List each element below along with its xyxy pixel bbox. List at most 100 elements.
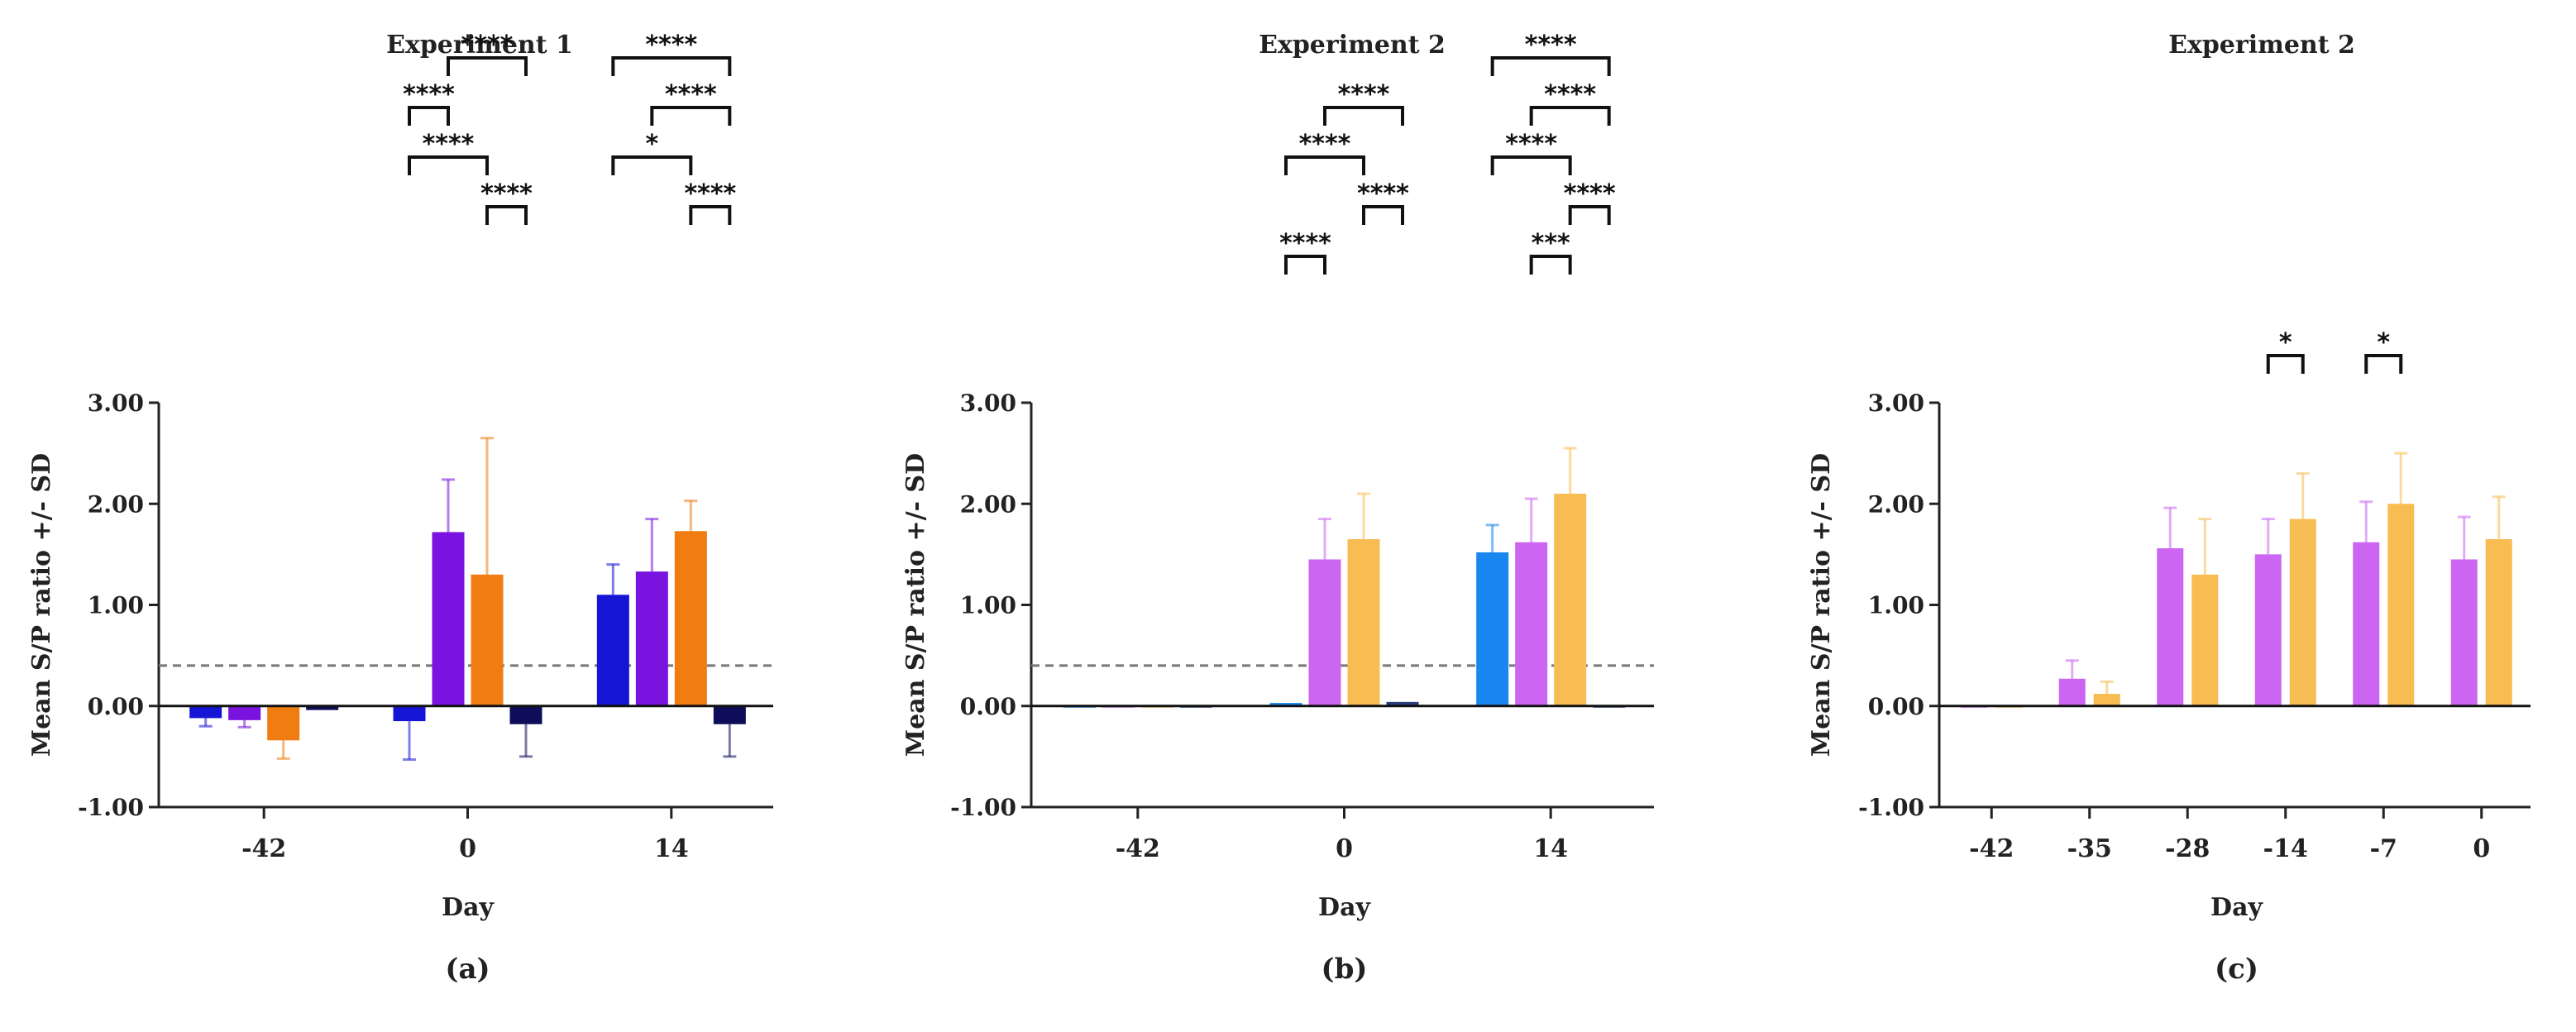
significance-label: *** bbox=[1532, 229, 1570, 258]
bar bbox=[267, 705, 300, 741]
y-axis-label: Mean S/P ratio +/- SD bbox=[1807, 453, 1836, 757]
x-axis-label: Day bbox=[2210, 893, 2263, 922]
x-tick-label: -35 bbox=[2067, 834, 2112, 863]
y-tick-label: -1.00 bbox=[78, 794, 144, 821]
significance-label: **** bbox=[1544, 80, 1596, 109]
significance-bracket bbox=[1323, 106, 1404, 126]
significance-bracket bbox=[1490, 155, 1572, 175]
y-tick-label: 2.00 bbox=[88, 490, 144, 518]
significance-label: **** bbox=[461, 31, 514, 60]
significance-bracket bbox=[689, 205, 732, 225]
panel-a: Experiment 1 -1.00 0.00 1.00 2.00 3.00 Mean S/… bbox=[27, 31, 773, 986]
y-tick-label: 0.00 bbox=[88, 693, 144, 720]
chart-title: Experiment 2 bbox=[2168, 31, 2355, 60]
x-axis-label: Day bbox=[442, 893, 495, 922]
bar bbox=[1269, 703, 1302, 706]
bar bbox=[2254, 554, 2282, 706]
panel-label: (c) bbox=[2215, 953, 2258, 986]
significance-label: **** bbox=[480, 179, 533, 208]
bar bbox=[596, 595, 629, 706]
significance-bracket bbox=[611, 155, 693, 175]
panel-c: Experiment 2 -1.00 0.00 1.00 2.00 3.00 Mean S/… bbox=[1807, 31, 2531, 986]
bar bbox=[1308, 559, 1341, 706]
bar bbox=[2450, 559, 2478, 706]
bar bbox=[1347, 539, 1380, 706]
bar bbox=[2093, 694, 2120, 706]
y-tick-label: 1.00 bbox=[960, 592, 1016, 619]
significance-bracket bbox=[1490, 56, 1611, 76]
bar bbox=[2289, 518, 2316, 706]
significance-bracket bbox=[408, 155, 489, 175]
x-tick-label: -42 bbox=[1116, 834, 1160, 863]
significance-label: * bbox=[2279, 328, 2292, 357]
x-tick-label: 14 bbox=[654, 834, 689, 863]
panel-label: (a) bbox=[445, 953, 490, 986]
bar bbox=[2387, 504, 2415, 706]
bar bbox=[1554, 494, 1587, 706]
bar bbox=[713, 705, 746, 724]
y-tick-label: -1.00 bbox=[1858, 794, 1924, 821]
bar bbox=[2157, 548, 2184, 706]
bar bbox=[509, 705, 542, 724]
significance-bracket bbox=[1529, 255, 1572, 275]
significance-bracket bbox=[611, 56, 732, 76]
y-tick-label: 3.00 bbox=[1868, 389, 1924, 417]
x-tick-label: -7 bbox=[2370, 834, 2397, 863]
bar bbox=[306, 705, 339, 710]
panel-b: Experiment 2 -1.00 0.00 1.00 2.00 3.00 Mean S/… bbox=[901, 31, 1654, 986]
significance-bracket bbox=[2364, 354, 2403, 374]
y-axis-label: Mean S/P ratio +/- SD bbox=[901, 453, 930, 757]
significance-bracket bbox=[447, 56, 528, 76]
significance-bracket bbox=[485, 205, 528, 225]
bar bbox=[674, 531, 707, 706]
significance-label: **** bbox=[1338, 80, 1390, 109]
significance-bracket bbox=[408, 106, 450, 126]
significance-bracket bbox=[1529, 106, 1611, 126]
bar bbox=[393, 705, 426, 722]
y-tick-label: 0.00 bbox=[1868, 693, 1924, 720]
significance-label: **** bbox=[1279, 229, 1331, 258]
bar bbox=[228, 705, 261, 720]
significance-label: **** bbox=[1525, 31, 1577, 60]
bar bbox=[1515, 542, 1548, 706]
x-tick-label: 0 bbox=[2473, 834, 2490, 863]
significance-bracket bbox=[1568, 205, 1611, 225]
x-tick-label: -28 bbox=[2165, 834, 2210, 863]
bar bbox=[2353, 542, 2380, 706]
significance-label: **** bbox=[1357, 179, 1409, 208]
bar bbox=[1476, 552, 1509, 706]
bar bbox=[2058, 678, 2086, 706]
significance-bracket bbox=[650, 106, 732, 126]
y-tick-label: 1.00 bbox=[88, 592, 144, 619]
y-tick-label: 2.00 bbox=[1868, 490, 1924, 518]
x-tick-label: -14 bbox=[2263, 834, 2308, 863]
x-tick-label: -42 bbox=[241, 834, 286, 863]
bar bbox=[1386, 701, 1419, 706]
significance-label: * bbox=[2377, 328, 2390, 357]
significance-label: **** bbox=[645, 31, 697, 60]
bar bbox=[635, 571, 668, 706]
significance-bracket bbox=[1362, 205, 1404, 225]
significance-label: **** bbox=[1505, 130, 1557, 159]
x-tick-label: 14 bbox=[1533, 834, 1568, 863]
chart-title: Experiment 2 bbox=[1259, 31, 1446, 60]
y-tick-label: 1.00 bbox=[1868, 592, 1924, 619]
panel-label: (b) bbox=[1321, 953, 1368, 986]
significance-label: **** bbox=[1299, 130, 1351, 159]
y-tick-label: 3.00 bbox=[88, 389, 144, 417]
significance-label: **** bbox=[423, 130, 475, 159]
bar bbox=[189, 705, 222, 719]
bar bbox=[432, 532, 465, 706]
significance-label: * bbox=[645, 130, 658, 159]
y-tick-label: -1.00 bbox=[950, 794, 1016, 821]
x-tick-label: 0 bbox=[1336, 834, 1353, 863]
significance-label: **** bbox=[1564, 179, 1616, 208]
y-tick-label: 0.00 bbox=[960, 693, 1016, 720]
y-axis-label: Mean S/P ratio +/- SD bbox=[27, 453, 56, 757]
bar bbox=[471, 574, 504, 706]
bar bbox=[2485, 539, 2512, 706]
x-tick-label: 0 bbox=[459, 834, 476, 863]
chart-title: Experiment 1 bbox=[386, 31, 573, 60]
y-tick-label: 2.00 bbox=[960, 490, 1016, 518]
